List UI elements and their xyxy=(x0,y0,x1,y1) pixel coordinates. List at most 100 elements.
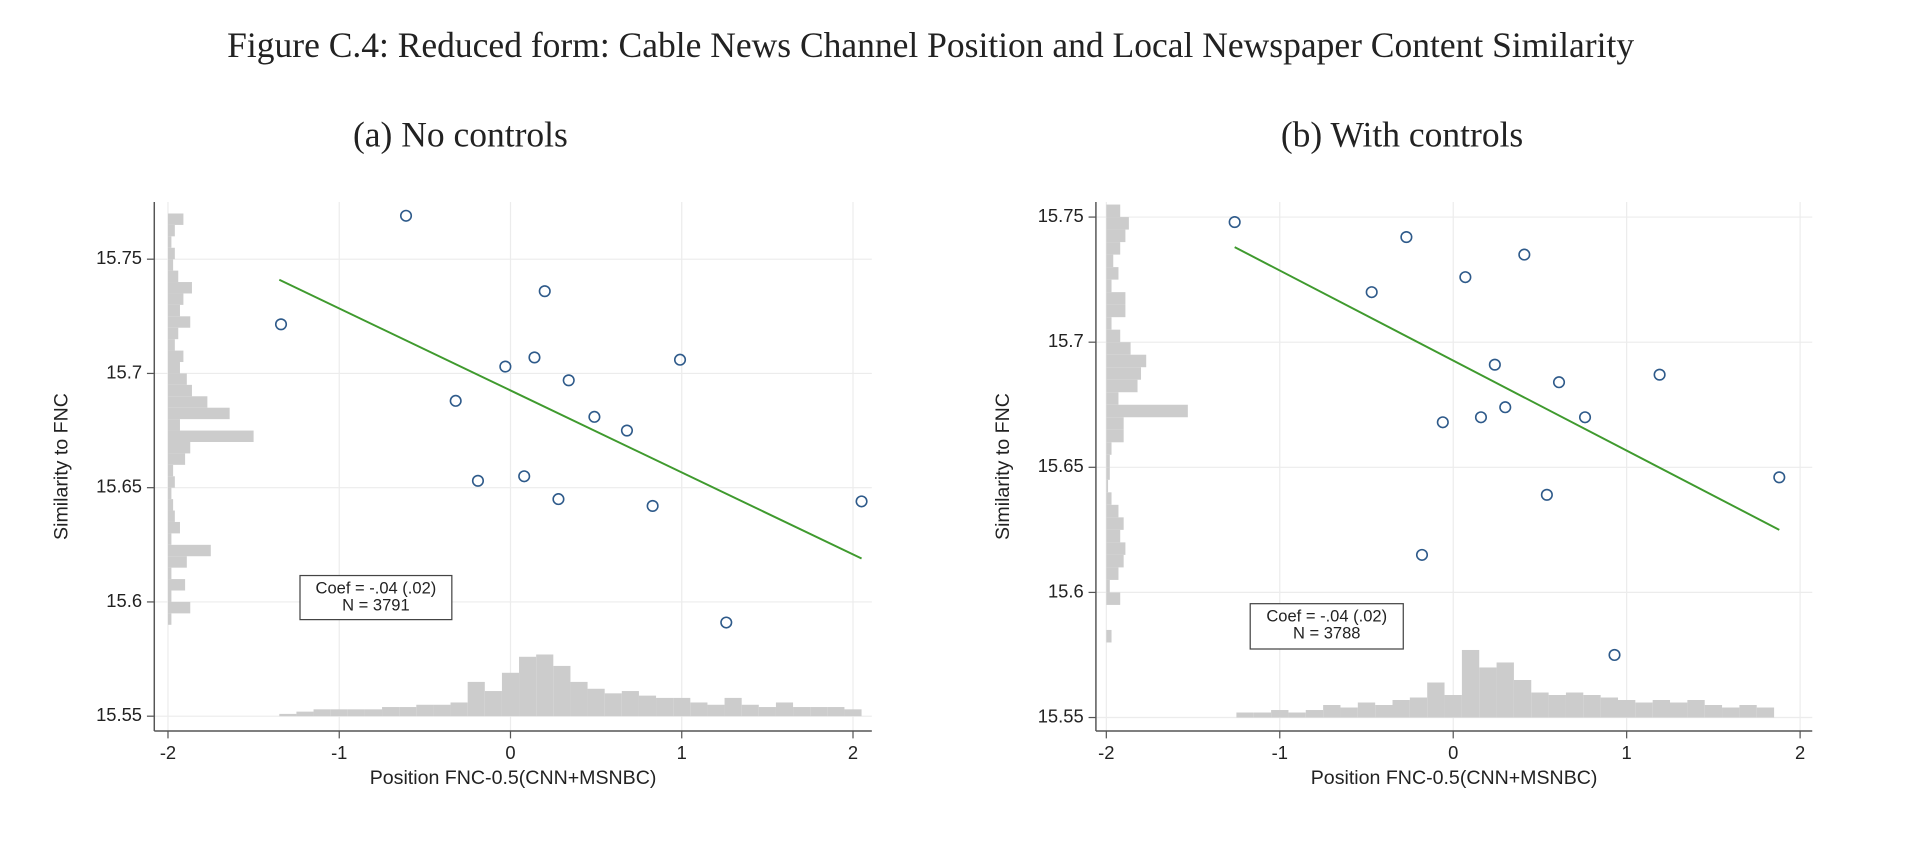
annotation-text: Coef = -.04 (.02) xyxy=(1266,607,1387,626)
x-histogram-bar xyxy=(1409,697,1428,718)
y-histogram-bar xyxy=(1106,629,1112,643)
annotation-text: N = 3791 xyxy=(342,596,410,615)
x-histogram-bar xyxy=(604,693,622,717)
y-histogram-bar xyxy=(167,384,192,397)
x-histogram-bar xyxy=(1565,692,1584,718)
x-histogram-bar xyxy=(758,707,776,717)
y-histogram-bar xyxy=(1106,567,1119,580)
scatter-point xyxy=(1228,216,1241,229)
x-tick-label: -1 xyxy=(331,742,347,763)
x-histogram-bar xyxy=(1513,679,1532,718)
y-histogram-bar xyxy=(167,567,172,580)
x-histogram-bar xyxy=(1271,710,1289,718)
x-histogram-bar xyxy=(1687,700,1705,718)
y-histogram-bar xyxy=(167,362,180,374)
x-histogram-bar xyxy=(364,709,383,717)
y-histogram-bar xyxy=(1106,392,1119,405)
panel: (a) No controls -2 -1 0 1 2 15.55 15.6 15.65 15.7… xyxy=(51,115,872,789)
y-histogram-bar xyxy=(1106,267,1119,280)
y-histogram-bar xyxy=(1106,304,1126,318)
y-histogram-bar xyxy=(167,579,186,591)
x-histogram-bar xyxy=(827,707,845,717)
y-histogram-bar xyxy=(167,487,172,500)
y-histogram-bar xyxy=(1106,517,1124,530)
x-histogram-bar xyxy=(1635,702,1653,718)
x-histogram-bar xyxy=(1427,682,1445,718)
y-axis-label: Similarity to FNC xyxy=(51,393,73,540)
scatter-point xyxy=(1653,368,1666,381)
x-histogram-bar xyxy=(810,707,828,717)
scatter-point xyxy=(1400,231,1413,244)
x-histogram-bar xyxy=(519,656,537,717)
y-histogram-bar xyxy=(1106,279,1112,293)
scatter-point xyxy=(528,351,541,364)
x-histogram-bar xyxy=(330,709,348,717)
x-histogram-bar xyxy=(844,709,862,717)
y-histogram-bar xyxy=(1106,479,1109,493)
scatter-point xyxy=(1773,471,1786,484)
y-axis-label: Similarity to FNC xyxy=(992,393,1014,540)
x-histogram-bar xyxy=(382,707,400,717)
y-tick-label: 15.65 xyxy=(1038,455,1084,476)
fit-line xyxy=(1234,246,1780,531)
x-histogram-bar xyxy=(1323,705,1341,718)
x-histogram-bar xyxy=(1288,712,1306,718)
x-histogram-bar xyxy=(1704,705,1723,718)
y-histogram-bar xyxy=(167,396,208,408)
y-histogram-bar xyxy=(167,476,175,488)
fit-line xyxy=(278,278,862,560)
y-histogram-bar xyxy=(167,293,184,305)
y-histogram-bar xyxy=(167,316,191,328)
scatter-point xyxy=(588,410,601,423)
y-histogram-bar xyxy=(1106,354,1147,368)
y-histogram-bar xyxy=(1106,404,1188,418)
x-histogram-bar xyxy=(1652,700,1671,718)
x-tick-label: 1 xyxy=(1622,742,1632,763)
y-histogram-bar xyxy=(167,533,172,545)
x-histogram-bar xyxy=(1496,662,1514,718)
y-histogram-bar xyxy=(167,613,172,625)
panel: (b) With controls -2 -1 0 1 2 15.55 15.6 15.65 15… xyxy=(992,115,1813,789)
x-histogram-bar xyxy=(467,681,485,717)
x-tick-label: 0 xyxy=(1448,742,1458,763)
y-histogram-bar xyxy=(1106,454,1110,468)
x-tick-label: 2 xyxy=(848,742,858,763)
x-histogram-bar xyxy=(536,654,554,717)
scatter-point xyxy=(562,374,575,387)
y-histogram-bar xyxy=(167,419,180,431)
y-histogram-bar xyxy=(167,373,187,385)
y-histogram-bar xyxy=(167,350,184,363)
y-histogram-bar xyxy=(167,259,174,271)
y-tick-label: 15.65 xyxy=(96,476,142,497)
x-histogram-bar xyxy=(741,704,759,717)
annotation-box xyxy=(299,574,453,621)
scatter-point xyxy=(399,209,413,222)
scatter-point xyxy=(1608,648,1621,662)
x-histogram-bar xyxy=(484,691,502,717)
y-histogram-bar xyxy=(1106,579,1110,593)
y-histogram-bar xyxy=(1106,242,1121,255)
scatter-point xyxy=(720,616,733,629)
x-histogram-bar xyxy=(587,688,605,717)
x-tick-label: -1 xyxy=(1272,742,1288,763)
x-histogram-bar xyxy=(724,697,742,717)
y-histogram-bar xyxy=(167,224,175,237)
panel-title: (a) No controls xyxy=(353,115,568,155)
panel-title: (b) With controls xyxy=(1281,115,1523,155)
x-histogram-bar xyxy=(1670,702,1688,718)
annotation-text: N = 3788 xyxy=(1293,624,1361,643)
y-histogram-bar xyxy=(167,304,180,317)
x-histogram-bar xyxy=(656,697,674,717)
x-histogram-bar xyxy=(313,709,331,717)
y-histogram-bar xyxy=(1106,379,1138,393)
x-histogram-bar xyxy=(570,681,588,717)
annotation-box xyxy=(1249,603,1404,650)
x-histogram-bar xyxy=(1392,700,1410,718)
x-histogram-bar xyxy=(1236,712,1254,718)
scatter-point xyxy=(1474,411,1488,424)
y-histogram-bar xyxy=(1106,342,1131,355)
y-histogram-bar xyxy=(1106,417,1124,430)
x-histogram-bar xyxy=(690,702,708,717)
scatter-point xyxy=(1499,401,1512,414)
y-histogram-bar xyxy=(167,521,180,534)
